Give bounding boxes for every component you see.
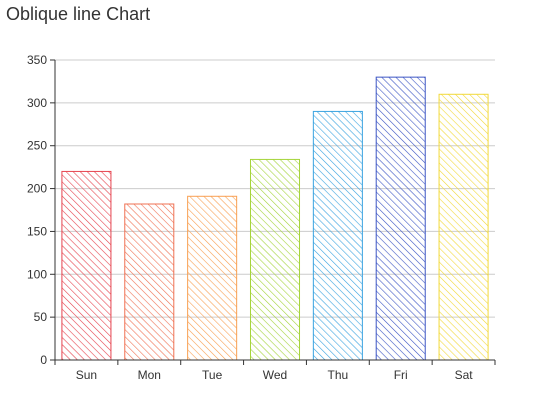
x-tick-label: Wed [263,368,287,382]
bar-thu[interactable] [312,110,363,361]
y-tick-label: 100 [27,267,47,281]
bar-mon[interactable] [124,203,175,361]
x-tick-label: Mon [138,368,161,382]
bar-wed[interactable] [249,158,301,361]
y-tick-label: 200 [27,182,47,196]
x-tick-label: Tue [202,368,223,382]
bar-fri[interactable] [375,76,426,361]
x-tick-label: Sun [76,368,97,382]
bar-tue[interactable] [187,195,238,361]
x-tick-label: Thu [328,368,349,382]
y-tick-label: 350 [27,53,47,67]
bars [61,76,489,361]
axes: 0 50 100 150 200 250 300 350 Sun Mon Tue Wed Thu Fri S… [27,53,496,382]
y-tick-label: 50 [34,310,48,324]
y-tick-label: 150 [27,224,47,238]
y-tick-label: 0 [40,353,47,367]
y-tick-label: 300 [27,96,47,110]
x-tick-label: Sat [455,368,474,382]
bar-sat[interactable] [438,93,489,361]
x-tick-label: Fri [394,368,408,382]
bar-sun[interactable] [61,170,112,361]
y-tick-label: 250 [27,139,47,153]
chart-title: Oblique line Chart [6,4,151,24]
